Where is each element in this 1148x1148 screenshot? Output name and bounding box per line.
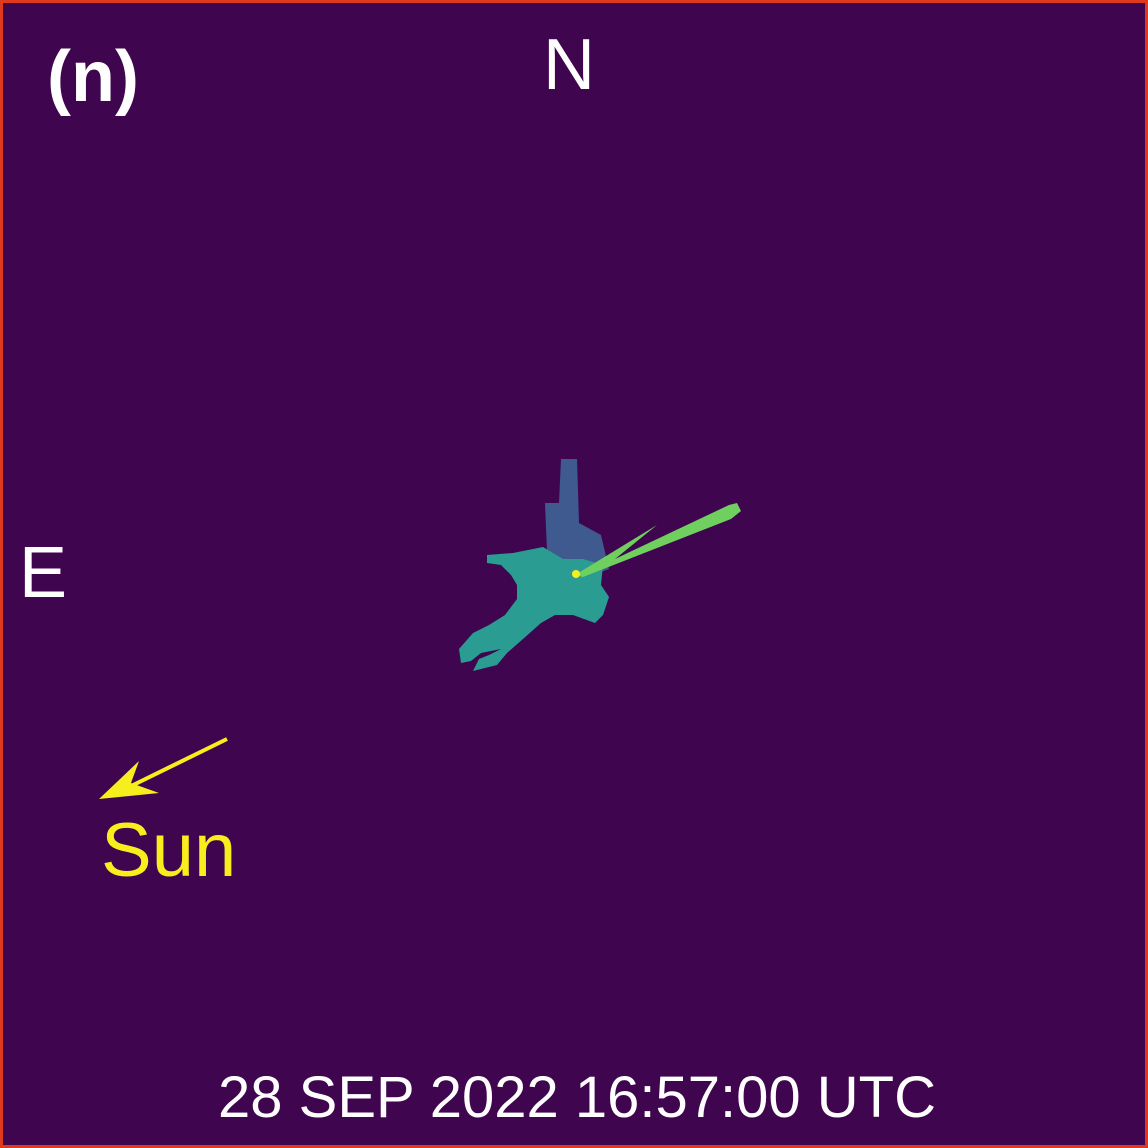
center-dot	[572, 570, 580, 578]
upper-region-shape	[545, 459, 609, 575]
beam-shape	[575, 503, 741, 577]
east-label: E	[19, 533, 68, 613]
north-label: N	[543, 25, 595, 105]
panel-label: (n)	[47, 37, 139, 117]
sun-arrow-icon	[99, 737, 228, 799]
main-region-shape	[459, 547, 609, 671]
projection-plot	[99, 459, 741, 799]
timestamp-label: 28 SEP 2022 16:57:00 UTC	[218, 1065, 936, 1130]
sun-label: Sun	[101, 808, 237, 893]
